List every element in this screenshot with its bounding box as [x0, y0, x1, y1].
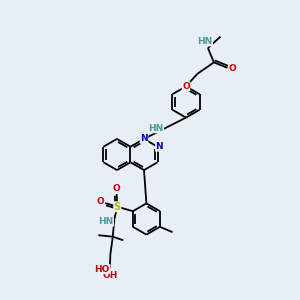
Text: OH: OH — [102, 271, 118, 280]
Text: O: O — [229, 64, 237, 73]
Text: N: N — [155, 142, 163, 151]
Text: HN: HN — [98, 217, 113, 226]
Text: S: S — [114, 202, 121, 212]
Text: O: O — [113, 184, 121, 193]
Text: HO: HO — [94, 265, 110, 274]
Text: O: O — [96, 197, 104, 206]
Text: HN: HN — [197, 37, 212, 46]
Text: HN: HN — [148, 124, 164, 133]
Text: O: O — [182, 82, 190, 91]
Text: N: N — [140, 134, 148, 143]
